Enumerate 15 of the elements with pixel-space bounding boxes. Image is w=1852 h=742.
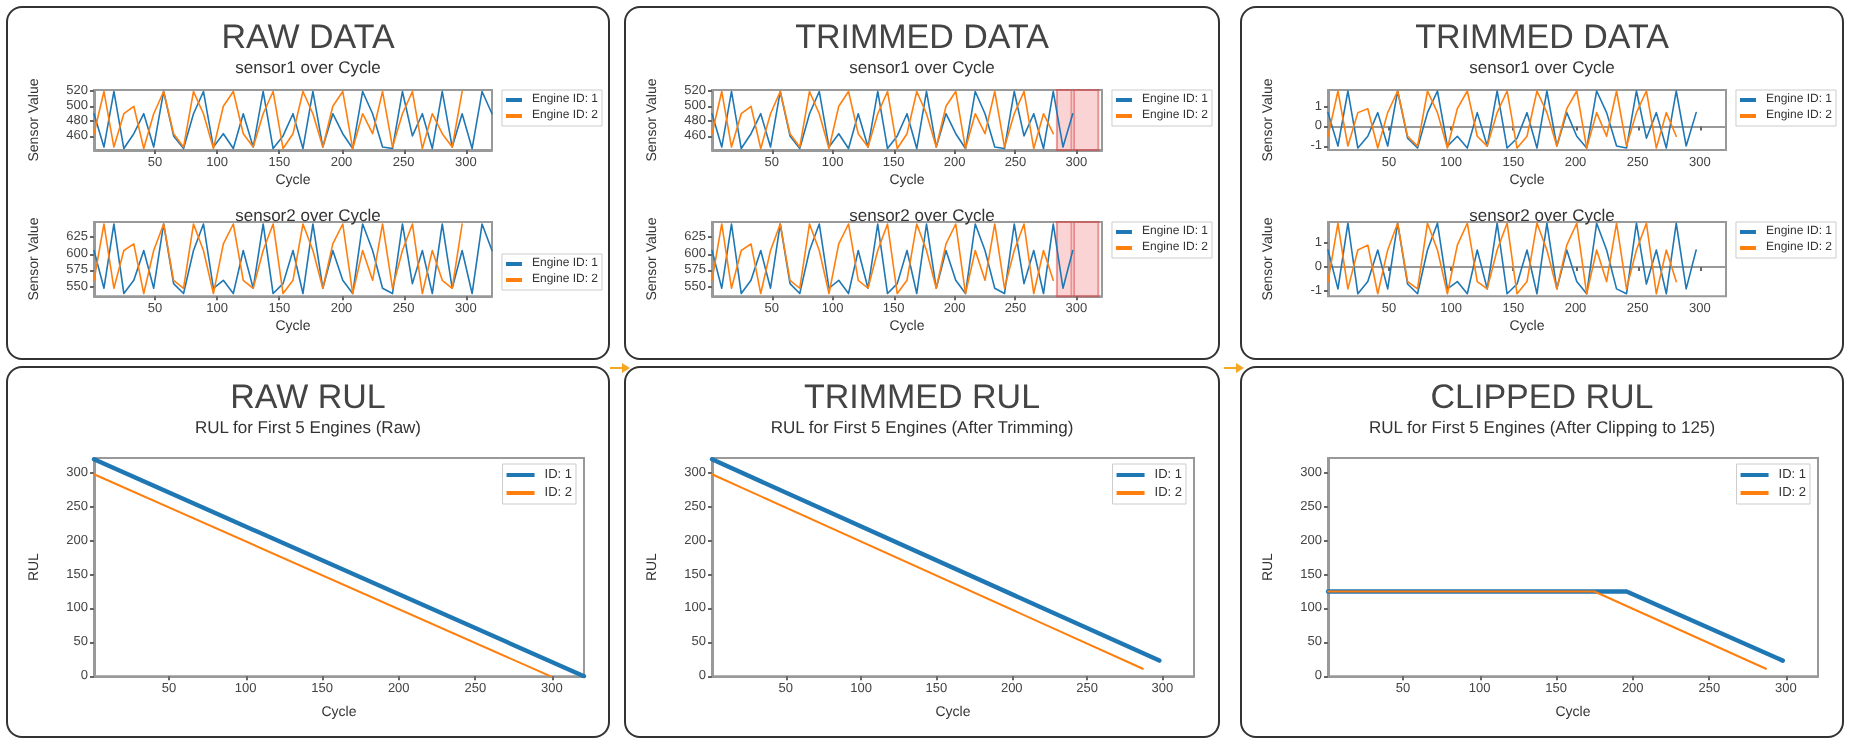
chart-title: sensor2 over Cycle [235, 205, 382, 225]
chart-title: CLIPPED RUL [1430, 378, 1654, 416]
chart-title: sensor2 over Cycle [1469, 205, 1616, 225]
chart-subtitle: sensor1 over Cycle [849, 57, 996, 77]
chart-title: RAW RUL [230, 378, 386, 416]
chart-subtitle: RUL for First 5 Engines (After Clipping to 125) [1368, 417, 1716, 437]
chart-title: TRIMMED DATA [1415, 18, 1671, 56]
chart-title: TRIMMED DATA [795, 18, 1051, 56]
chart-subtitle: RUL for First 5 Engines (After Trimming) [770, 417, 1074, 437]
chart-subtitle: sensor1 over Cycle [235, 57, 382, 77]
chart-title: sensor2 over Cycle [849, 205, 996, 225]
chart-subtitle: sensor1 over Cycle [1469, 57, 1616, 77]
chart-title: TRIMMED RUL [803, 378, 1041, 416]
chart-title: RAW DATA [221, 18, 396, 56]
chart-subtitle: RUL for First 5 Engines (Raw) [194, 417, 422, 437]
